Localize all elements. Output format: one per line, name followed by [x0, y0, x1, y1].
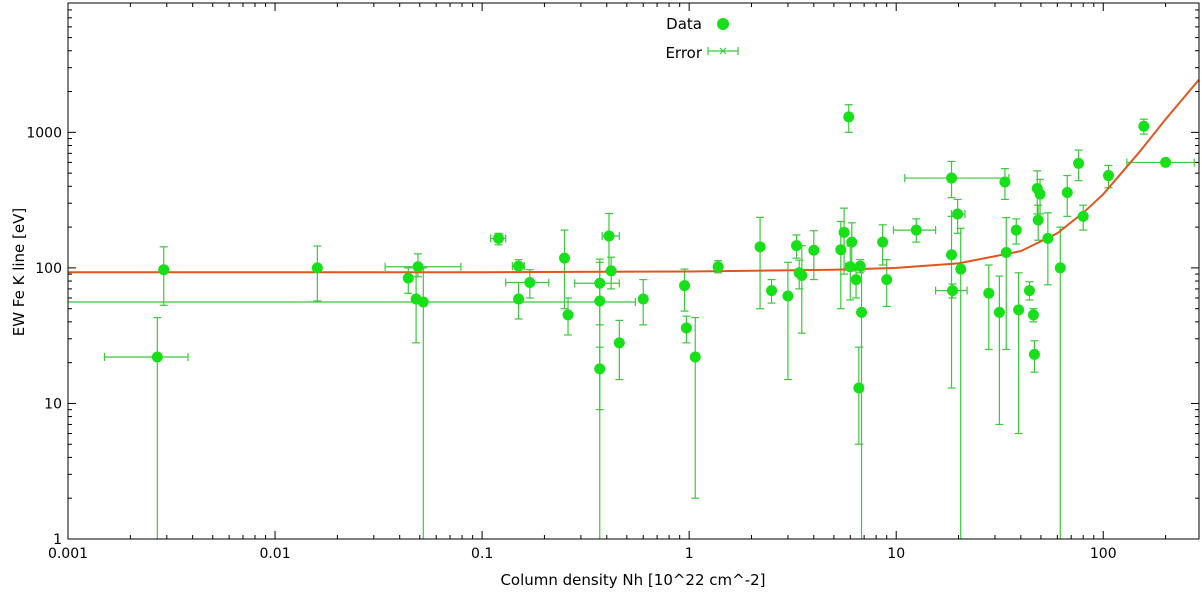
data-point [151, 351, 163, 363]
axis-ticks: 0.001 0.01 0.1 1 10 100 1 10 100 1000 [26, 2, 1199, 562]
data-point [712, 261, 724, 273]
data-point [562, 309, 574, 321]
data-point [844, 261, 856, 273]
data-point [1160, 156, 1172, 168]
data-point [558, 252, 570, 264]
data-point [946, 249, 958, 261]
data-point [1023, 285, 1035, 297]
data-point [782, 290, 794, 302]
data-point [637, 293, 649, 305]
y-tick-label: 100 [35, 261, 62, 277]
data-point [791, 240, 803, 252]
data-point [853, 382, 865, 394]
x-tick-label: 10 [887, 546, 905, 562]
data-point [838, 226, 850, 238]
data-point [594, 295, 606, 307]
data-point [881, 274, 893, 286]
legend-error-marker [707, 47, 739, 55]
legend-data-marker [717, 18, 729, 30]
x-tick-label: 1 [685, 546, 694, 562]
data-point [1054, 262, 1066, 274]
data-point [680, 322, 692, 334]
data-point [946, 172, 958, 184]
data-point [603, 230, 615, 242]
data-point [1138, 120, 1150, 132]
data-point [1034, 188, 1046, 200]
legend: Data Error [665, 15, 739, 62]
plot-area-frame [67, 2, 1200, 540]
x-tick-label: 0.1 [471, 546, 493, 562]
y-axis-label: EW Fe K line [eV] [10, 208, 28, 337]
data-point [594, 277, 606, 289]
data-point [679, 280, 691, 292]
data-point [1102, 170, 1114, 182]
data-point [311, 262, 323, 274]
x-tick-label: 0.001 [48, 546, 88, 562]
legend-label-data: Data [666, 15, 702, 33]
x-tick-label: 0.01 [259, 546, 290, 562]
y-tick-label: 1000 [26, 125, 62, 141]
data-point [877, 236, 889, 248]
data-point [1027, 309, 1039, 321]
data-point [1010, 224, 1022, 236]
y-tick-label: 1 [53, 532, 62, 548]
data-point [850, 274, 862, 286]
fit-curve-layer [68, 78, 1200, 274]
data-point [1077, 210, 1089, 222]
data-point [417, 296, 429, 308]
data-point [1061, 186, 1073, 198]
data-point [854, 260, 866, 272]
data-point [613, 337, 625, 349]
data-point [1032, 214, 1044, 226]
data-point [993, 306, 1005, 318]
data-point [1013, 304, 1025, 316]
data-point [605, 265, 617, 277]
data-point [846, 236, 858, 248]
fit-curve [68, 78, 1200, 274]
data-point [492, 232, 504, 244]
data-point [412, 261, 424, 273]
data-point [1073, 157, 1085, 169]
data-point [999, 176, 1011, 188]
data-point [594, 363, 606, 375]
data-point [1042, 232, 1054, 244]
legend-error-x [719, 47, 727, 55]
data-point [402, 272, 414, 284]
data-point [843, 111, 855, 123]
data-point [524, 277, 536, 289]
data-point [766, 285, 778, 297]
data-point [910, 224, 922, 236]
data-point [808, 244, 820, 256]
data-point [955, 263, 967, 275]
legend-label-error: Error [665, 44, 702, 62]
data-point [796, 269, 808, 281]
data-point [513, 293, 525, 305]
x-tick-label: 100 [1090, 546, 1117, 562]
data-point [983, 287, 995, 299]
data-point [513, 260, 525, 272]
data-point [946, 285, 958, 297]
data-point [952, 208, 964, 220]
data-point [856, 306, 868, 318]
data-point [689, 351, 701, 363]
x-axis-label: Column density Nh [10^22 cm^-2] [500, 571, 765, 589]
data-point [835, 244, 847, 256]
error-bars [68, 104, 1195, 539]
data-point [1028, 348, 1040, 360]
data-points [151, 111, 1172, 394]
y-tick-label: 10 [44, 396, 62, 412]
data-point [158, 264, 170, 276]
data-point [754, 241, 766, 253]
data-point [1000, 246, 1012, 258]
